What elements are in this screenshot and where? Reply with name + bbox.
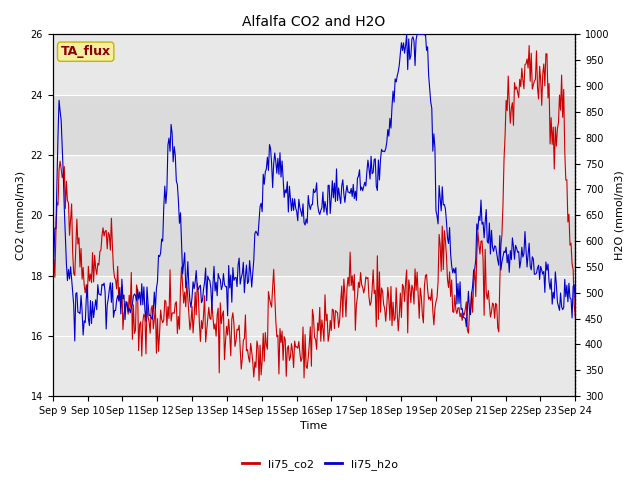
Y-axis label: CO2 (mmol/m3): CO2 (mmol/m3) xyxy=(15,171,25,260)
Y-axis label: H2O (mmol/m3): H2O (mmol/m3) xyxy=(615,170,625,260)
Text: TA_flux: TA_flux xyxy=(61,45,111,58)
Bar xyxy=(52,95,575,155)
Legend: li75_co2, li75_h2o: li75_co2, li75_h2o xyxy=(238,455,402,474)
Bar xyxy=(52,215,575,276)
Title: Alfalfa CO2 and H2O: Alfalfa CO2 and H2O xyxy=(243,15,386,29)
X-axis label: Time: Time xyxy=(300,421,328,432)
